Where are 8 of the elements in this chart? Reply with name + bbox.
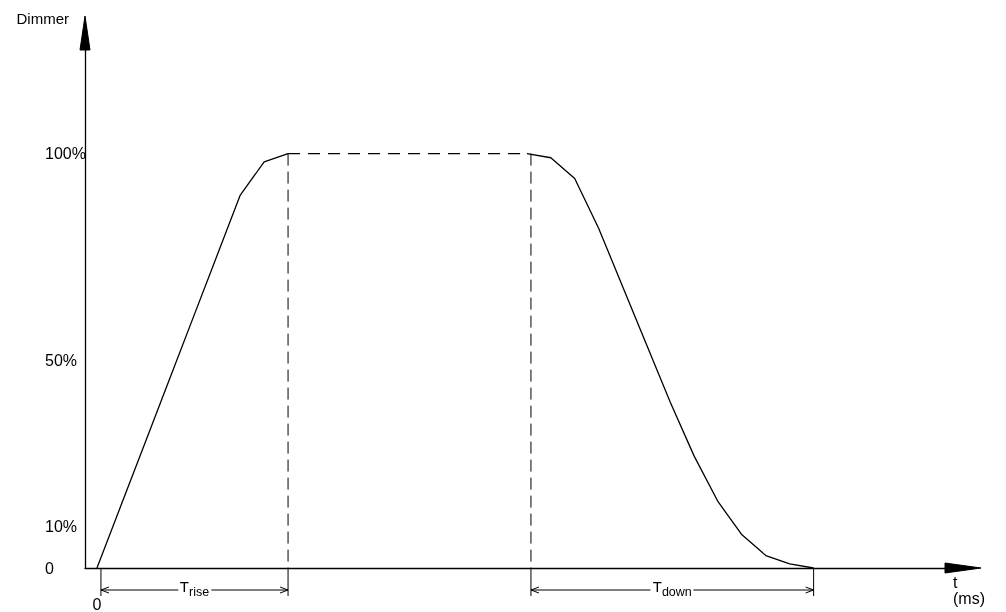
y-tick-label: 100% [45, 145, 86, 163]
y-tick-label: 0 [45, 559, 54, 577]
x-axis-title: t (ms) [953, 573, 985, 607]
y-tick-label: 10% [45, 518, 78, 536]
text: T$_{rise}$ [177, 577, 212, 599]
y-tick-label: 50% [45, 352, 78, 370]
text: T$_{down}$ [650, 577, 694, 599]
y-axis-title: Dimmer [16, 10, 69, 27]
